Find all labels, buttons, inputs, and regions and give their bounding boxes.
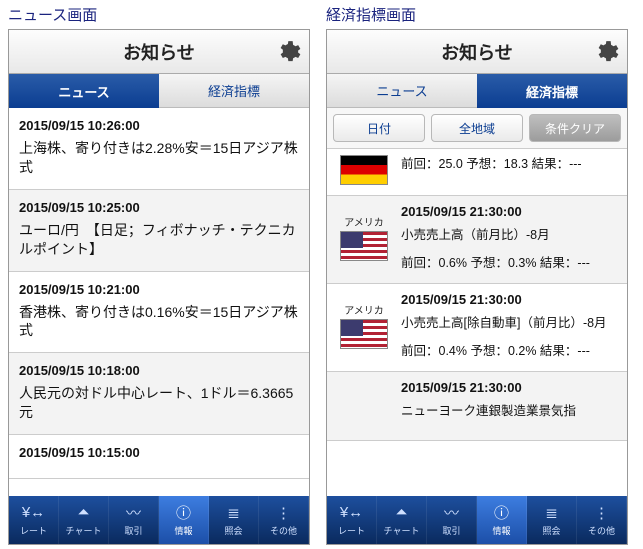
news-list: 2015/09/15 10:26:00 上海株、寄り付きは2.28%安＝15日ア… [9,108,309,496]
left-screen-label: ニュース画面 [8,4,310,25]
headline: 人民元の対ドル中心レート、1ドル＝6.3665元 [19,384,299,422]
rate-icon: ¥↔ [24,504,44,522]
flag-col: アメリカ [335,290,393,361]
econ-item[interactable]: アメリカ 2015/09/15 21:30:00 小売売上高（前月比）-8月 前… [327,196,627,284]
tab-econ[interactable]: 経済指標 [159,74,309,108]
econ-stats: 前回：0.6% 予想：0.3% 結果：--- [401,254,619,273]
nav-other[interactable]: ⋮その他 [577,496,627,544]
econ-stats: 前回：0.4% 予想：0.2% 結果：--- [401,342,619,361]
chart-icon: ⏶ [392,504,412,522]
news-item[interactable]: 2015/09/15 10:15:00 [9,435,309,479]
nav-chart[interactable]: ⏶チャート [59,496,109,544]
trade-icon: 〰 [442,504,462,522]
timestamp: 2015/09/15 10:25:00 [19,200,299,215]
flag-col [335,155,393,185]
news-item[interactable]: 2015/09/15 10:21:00 香港株、寄り付きは0.16%安＝15日ア… [9,272,309,354]
filter-bar: 日付 全地域 条件クリア [327,108,627,149]
tab-news[interactable]: ニュース [9,74,159,108]
tabs: ニュース 経済指標 [9,74,309,108]
gear-icon[interactable] [275,39,301,65]
flag-col [335,378,393,430]
news-item[interactable]: 2015/09/15 10:26:00 上海株、寄り付きは2.28%安＝15日ア… [9,108,309,190]
left-screen: お知らせ ニュース 経済指標 2015/09/15 10:26:00 上海株、寄… [8,29,310,545]
econ-content: 2015/09/15 21:30:00 小売売上高[除自動車]（前月比）-8月 … [393,290,619,361]
flag-usa-icon [340,319,388,349]
filter-clear-button[interactable]: 条件クリア [529,114,621,142]
nav-chart[interactable]: ⏶チャート [377,496,427,544]
timestamp: 2015/09/15 21:30:00 [401,202,619,222]
page-title: お知らせ [441,39,513,65]
country-label: アメリカ [344,302,384,317]
nav-trade[interactable]: 〰取引 [427,496,477,544]
headline: ユーロ/円 【日足；フィボナッチ・テクニカルポイント】 [19,221,299,259]
inquiry-icon: ≣ [224,504,244,522]
headline: 香港株、寄り付きは0.16%安＝15日アジア株式 [19,303,299,341]
bottom-nav: ¥↔レート ⏶チャート 〰取引 ⓘ情報 ≣照会 ⋮その他 [9,496,309,544]
chart-icon: ⏶ [74,504,94,522]
filter-region-button[interactable]: 全地域 [431,114,523,142]
tab-news[interactable]: ニュース [327,74,477,108]
econ-list: 前回：25.0 予想：18.3 結果：--- アメリカ 2015/09/15 2… [327,149,627,496]
nav-other[interactable]: ⋮その他 [259,496,309,544]
tabs: ニュース 経済指標 [327,74,627,108]
timestamp: 2015/09/15 10:21:00 [19,282,299,297]
timestamp: 2015/09/15 10:18:00 [19,363,299,378]
country-label: アメリカ [344,214,384,229]
rate-icon: ¥↔ [342,504,362,522]
indicator-name: 小売売上高（前月比）-8月 [401,226,619,245]
econ-item[interactable]: 前回：25.0 予想：18.3 結果：--- [327,149,627,196]
header: お知らせ [327,30,627,74]
nav-inquiry[interactable]: ≣照会 [209,496,259,544]
nav-trade[interactable]: 〰取引 [109,496,159,544]
indicator-name: 小売売上高[除自動車]（前月比）-8月 [401,314,619,333]
nav-info[interactable]: ⓘ情報 [159,496,209,544]
news-item[interactable]: 2015/09/15 10:25:00 ユーロ/円 【日足；フィボナッチ・テクニ… [9,190,309,272]
headline: 上海株、寄り付きは2.28%安＝15日アジア株式 [19,139,299,177]
header: お知らせ [9,30,309,74]
nav-rate[interactable]: ¥↔レート [9,496,59,544]
other-icon: ⋮ [592,504,612,522]
econ-content: 2015/09/15 21:30:00 小売売上高（前月比）-8月 前回：0.6… [393,202,619,273]
econ-item[interactable]: アメリカ 2015/09/15 21:30:00 小売売上高[除自動車]（前月比… [327,284,627,372]
flag-col: アメリカ [335,202,393,273]
inquiry-icon: ≣ [542,504,562,522]
right-screen-label: 経済指標画面 [326,4,628,25]
filter-date-button[interactable]: 日付 [333,114,425,142]
timestamp: 2015/09/15 21:30:00 [401,378,619,398]
timestamp: 2015/09/15 10:15:00 [19,445,299,460]
other-icon: ⋮ [274,504,294,522]
flag-usa-icon [340,231,388,261]
econ-content: 前回：25.0 予想：18.3 結果：--- [393,155,619,185]
flag-germany-icon [340,155,388,185]
timestamp: 2015/09/15 10:26:00 [19,118,299,133]
bottom-nav: ¥↔レート ⏶チャート 〰取引 ⓘ情報 ≣照会 ⋮その他 [327,496,627,544]
econ-content: 2015/09/15 21:30:00 ニューヨーク連銀製造業景気指 [393,378,619,430]
info-icon: ⓘ [174,504,194,522]
news-item[interactable]: 2015/09/15 10:18:00 人民元の対ドル中心レート、1ドル＝6.3… [9,353,309,435]
econ-item[interactable]: 2015/09/15 21:30:00 ニューヨーク連銀製造業景気指 [327,372,627,441]
nav-info[interactable]: ⓘ情報 [477,496,527,544]
nav-rate[interactable]: ¥↔レート [327,496,377,544]
econ-stats: 前回：25.0 予想：18.3 結果：--- [401,155,619,174]
nav-inquiry[interactable]: ≣照会 [527,496,577,544]
info-icon: ⓘ [492,504,512,522]
indicator-name: ニューヨーク連銀製造業景気指 [401,402,619,421]
timestamp: 2015/09/15 21:30:00 [401,290,619,310]
right-screen: お知らせ ニュース 経済指標 日付 全地域 条件クリア 前回：25.0 予想：1… [326,29,628,545]
tab-econ[interactable]: 経済指標 [477,74,627,108]
gear-icon[interactable] [593,39,619,65]
page-title: お知らせ [123,39,195,65]
trade-icon: 〰 [124,504,144,522]
